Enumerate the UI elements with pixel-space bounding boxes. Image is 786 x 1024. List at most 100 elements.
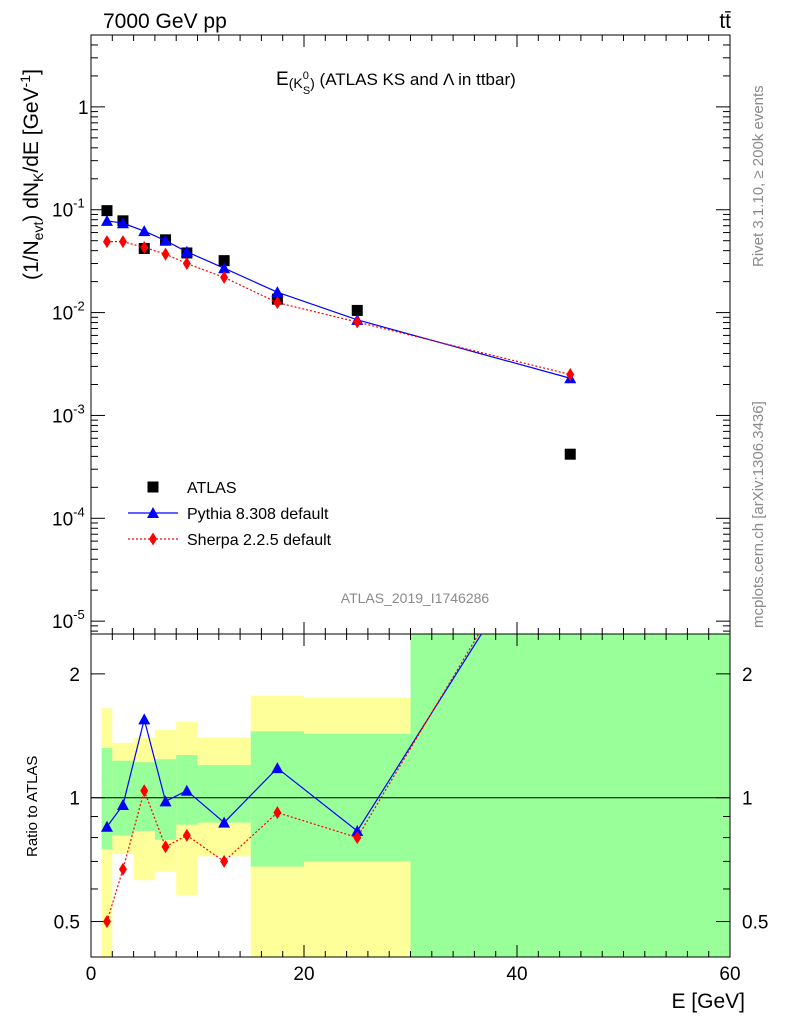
data-point-1-1 xyxy=(116,217,129,229)
ratio-point-1-1 xyxy=(118,862,127,876)
rivet-version-label: Rivet 3.1.10, ≥ 200k events xyxy=(750,85,767,267)
tick-exponent: -1 xyxy=(73,196,85,211)
data-point-0-8 xyxy=(564,448,576,460)
ratio-point-0-2 xyxy=(138,713,151,725)
data-point-2-8 xyxy=(566,368,575,382)
ratio-y-tick-label-right: 1 xyxy=(742,789,753,810)
legend-marker-2 xyxy=(149,532,157,546)
tick-base: 10 xyxy=(52,406,73,427)
ratio-y-tick-label: 1 xyxy=(69,789,80,810)
legend-label-0: ATLAS xyxy=(187,480,237,497)
ylabel-part-4: ] xyxy=(20,69,43,75)
legend: ATLAS Pythia 8.308 default Sherpa 2.2.5 de… xyxy=(128,480,332,549)
ratio-point-1-0 xyxy=(102,915,111,929)
tick-base: 10 xyxy=(52,304,73,325)
data-point-2-5 xyxy=(220,270,229,284)
main-y-tick-label: 10-5 xyxy=(52,607,85,633)
ratio-point-0-6 xyxy=(271,762,284,774)
ratio-point-1-5 xyxy=(220,854,229,868)
ratio-y-tick-label: 2 xyxy=(69,665,80,686)
tick-exponent: -4 xyxy=(73,504,85,519)
ratio-y-axis-label: Ratio to ATLAS xyxy=(24,756,41,857)
ylabel-part-1: (1/N xyxy=(20,240,43,280)
main-y-axis-label: (1/Nevt) dNK/dE [GeV-1] xyxy=(17,69,46,280)
plot-title-main: E xyxy=(276,69,289,90)
ratio-point-1-7 xyxy=(353,831,362,845)
tick-base: 10 xyxy=(52,509,73,530)
main-y-tick-label: 10-1 xyxy=(52,196,85,222)
plot-title-sup: 0 xyxy=(303,70,309,82)
legend-marker-1 xyxy=(147,507,159,518)
ratio-point-0-4 xyxy=(180,784,193,796)
data-point-1-3 xyxy=(159,234,172,246)
x-tick-label: 0 xyxy=(86,964,97,985)
mcplots-label: mcplots.cern.ch [arXiv:1306.3436] xyxy=(750,401,767,628)
data-point-0-5 xyxy=(218,255,230,267)
ylabel-sup-3: -1 xyxy=(17,75,33,88)
legend-label-2: Sherpa 2.2.5 default xyxy=(187,532,332,549)
band-inner-6 xyxy=(250,731,304,867)
ratio-y-tick-label: 0.5 xyxy=(54,913,80,934)
legend-marker-0 xyxy=(147,481,159,493)
ratio-y-tick-label-right: 2 xyxy=(742,665,753,686)
ylabel-part-3: /dE [GeV xyxy=(20,87,43,172)
ratio-point-0-3 xyxy=(159,795,172,807)
data-point-0-0 xyxy=(101,205,113,217)
ylabel-part-2: ) dN xyxy=(20,182,43,222)
data-point-1-0 xyxy=(100,214,113,226)
data-point-1-6 xyxy=(271,286,284,298)
series-line-1 xyxy=(106,220,571,379)
tick-exponent: -2 xyxy=(73,299,85,314)
analysis-watermark: ATLAS_2019_I1746286 xyxy=(341,590,490,606)
x-axis-label: E [GeV] xyxy=(671,990,745,1013)
header-energy-label: 7000 GeV pp xyxy=(103,10,227,33)
main-y-tick-label: 10-4 xyxy=(52,504,85,530)
main-y-tick-label: 1 xyxy=(78,98,89,119)
ratio-uncertainty-bands xyxy=(101,634,730,957)
band-inner-0 xyxy=(101,748,113,850)
tick-base: 10 xyxy=(52,612,73,633)
data-point-2-0 xyxy=(102,235,111,249)
ratio-y-tick-label-right: 0.5 xyxy=(742,913,768,934)
ratio-point-0-5 xyxy=(218,816,231,828)
band-inner-5 xyxy=(197,765,251,823)
ratio-point-1-2 xyxy=(140,784,149,798)
ratio-point-1-4 xyxy=(182,828,191,842)
plot-title-sub-open: (K xyxy=(289,75,304,91)
legend-label-1: Pythia 8.308 default xyxy=(187,506,329,523)
ratio-point-0-1 xyxy=(116,798,129,810)
ylabel-sub-2: K xyxy=(30,172,46,182)
x-tick-label: 40 xyxy=(506,964,527,985)
ratio-point-0-7 xyxy=(351,824,364,836)
ratio-point-1-3 xyxy=(161,840,170,854)
ratio-plot-series xyxy=(100,634,483,929)
main-y-tick-label: 10-3 xyxy=(52,401,85,427)
data-point-2-2 xyxy=(140,240,149,254)
x-tick-label: 60 xyxy=(719,964,740,985)
data-point-1-2 xyxy=(138,225,151,237)
tick-exponent: -5 xyxy=(73,607,85,622)
plot-title-sub-close: ) xyxy=(310,75,315,91)
tick-base: 1 xyxy=(78,98,89,119)
ratio-point-1-6 xyxy=(273,806,282,820)
data-point-1-4 xyxy=(180,245,193,257)
band-inner-8 xyxy=(410,634,730,957)
main-y-tick-label: 10-2 xyxy=(52,299,85,325)
data-point-1-5 xyxy=(218,262,231,274)
plot-title-sub: S xyxy=(303,85,310,97)
header-process-label: tt̄ xyxy=(719,10,731,33)
data-point-2-1 xyxy=(118,235,127,249)
x-tick-label: 20 xyxy=(293,964,314,985)
main-plot-series xyxy=(100,205,577,460)
ratio-clipped-group xyxy=(100,634,483,929)
ratio-point-0-0 xyxy=(100,820,113,832)
data-point-2-3 xyxy=(161,247,170,261)
tick-base: 10 xyxy=(52,201,73,222)
ylabel-sub-1: evt xyxy=(30,222,46,241)
tick-exponent: -3 xyxy=(73,401,85,416)
data-point-2-4 xyxy=(182,257,191,271)
data-point-2-6 xyxy=(273,296,282,310)
series-line-2 xyxy=(106,241,571,376)
